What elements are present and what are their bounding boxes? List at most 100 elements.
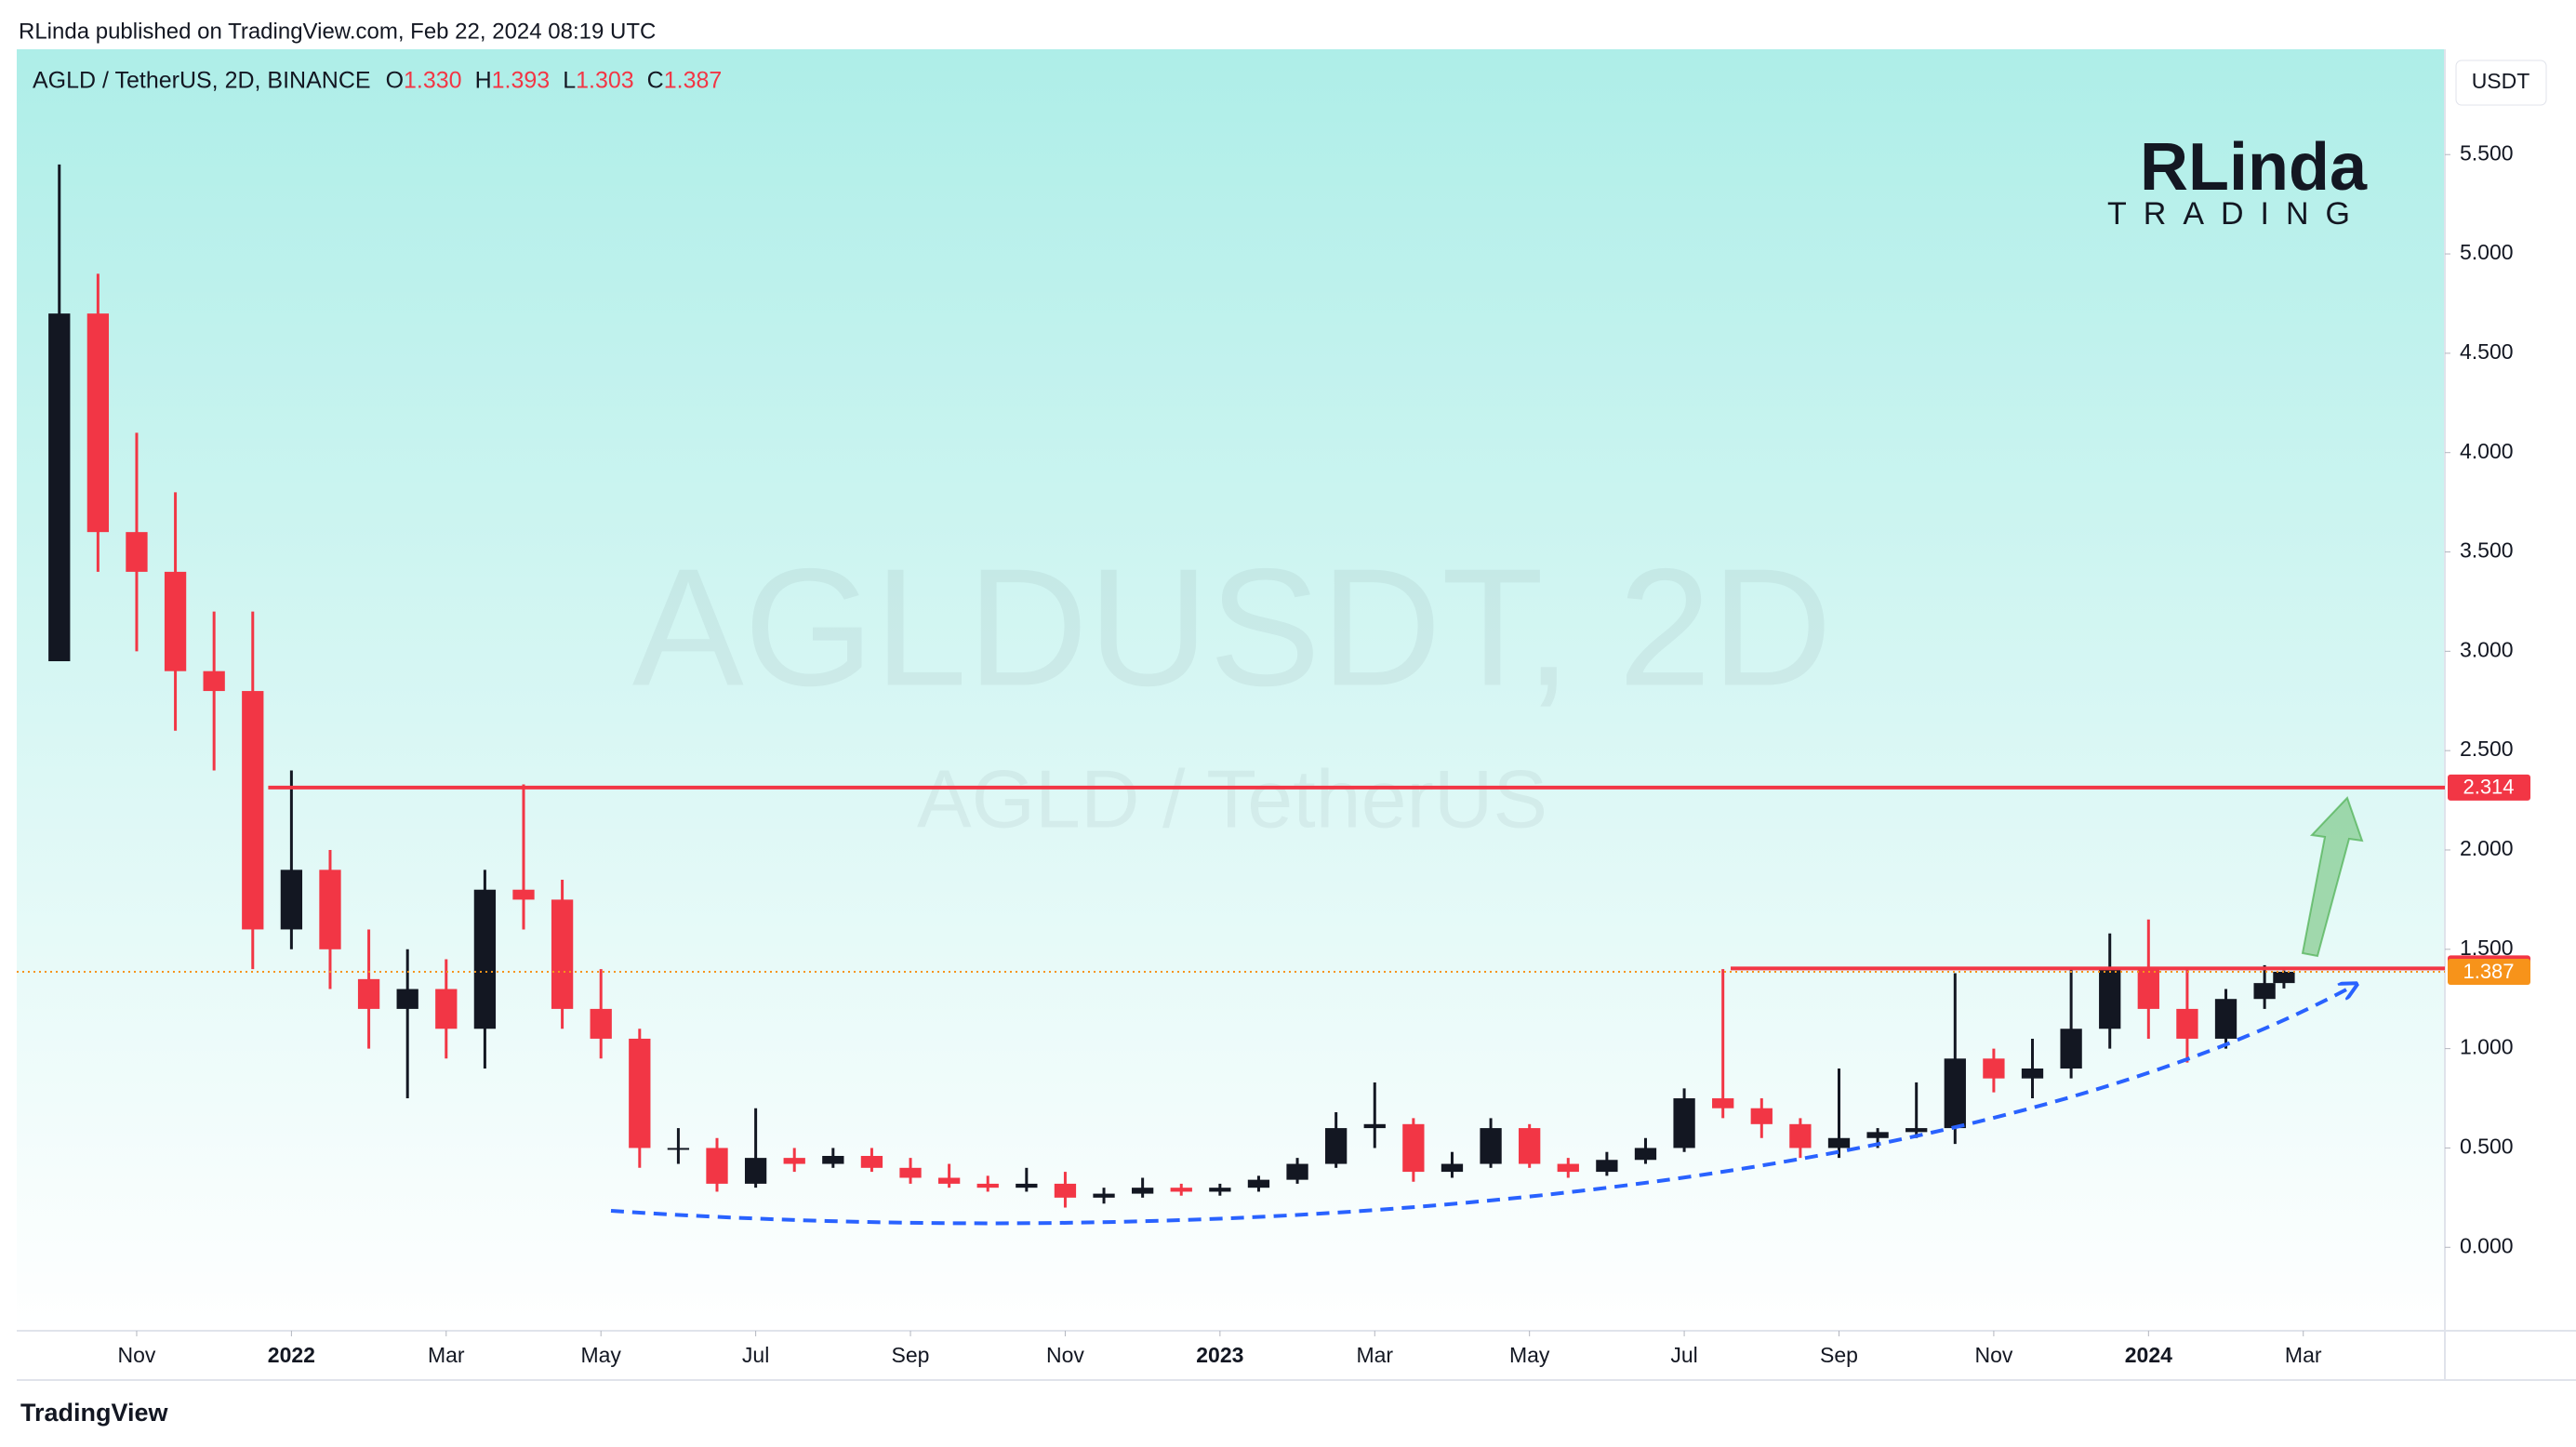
ohlc-letter: O <box>386 68 404 94</box>
x-tick-label: 2024 <box>2125 1343 2172 1367</box>
x-tick-label: May <box>1509 1343 1550 1367</box>
candle-body <box>357 978 380 1009</box>
candle-body <box>1596 1160 1618 1173</box>
ohlc-value: 1.303 <box>576 68 634 94</box>
candle-body <box>1519 1128 1541 1164</box>
candle-body <box>1557 1163 1579 1173</box>
candle-body <box>2099 969 2121 1029</box>
logo-top: RLinda <box>2140 130 2368 205</box>
candle-body <box>2176 1008 2198 1039</box>
symbol-header: AGLD / TetherUS, 2D, BINANCE <box>33 68 371 94</box>
y-tick-label: 4.500 <box>2460 339 2514 364</box>
x-tick-label: Jul <box>742 1343 769 1367</box>
candle-body <box>1905 1128 1928 1133</box>
up-arrow <box>2301 796 2364 958</box>
candle-body <box>396 989 418 1009</box>
x-tick-label: Nov <box>118 1343 156 1367</box>
candle-body <box>1673 1098 1695 1148</box>
candle-body <box>744 1158 767 1184</box>
candle-body <box>164 571 187 671</box>
candle-body <box>590 1008 612 1039</box>
candle-body <box>2273 971 2295 984</box>
candle-body <box>1983 1058 2005 1079</box>
currency-label[interactable]: USDT <box>2472 69 2530 93</box>
y-tick-label: 0.000 <box>2460 1233 2514 1257</box>
level-label: 2.314 <box>2463 776 2514 799</box>
watermark: AGLDUSDT, 2D <box>632 535 1832 722</box>
candle-body <box>1209 1188 1231 1192</box>
candle-body <box>1363 1123 1386 1129</box>
y-tick-label: 5.000 <box>2460 240 2514 264</box>
candle-body <box>203 670 225 692</box>
candle-body <box>1016 1183 1038 1188</box>
trend-curve <box>610 988 2350 1226</box>
candle-body <box>126 532 148 572</box>
y-tick-label: 3.500 <box>2460 538 2514 563</box>
x-tick-label: May <box>580 1343 621 1367</box>
y-tick-label: 0.500 <box>2460 1135 2514 1159</box>
candle-body <box>1054 1183 1077 1198</box>
ohlc-letter: C <box>647 68 664 94</box>
y-tick-label: 1.000 <box>2460 1035 2514 1059</box>
candle-body <box>1712 1098 1734 1108</box>
candle-body <box>1944 1058 1966 1129</box>
candle-body <box>937 1177 961 1184</box>
candle-body <box>822 1155 844 1164</box>
plot-background <box>17 49 2445 1331</box>
candle-body <box>1247 1179 1270 1188</box>
price-label: 1.387 <box>2463 960 2514 983</box>
candle-body <box>2060 1029 2082 1069</box>
candle-body <box>551 899 574 1009</box>
currency-button[interactable] <box>2455 60 2547 106</box>
y-tick-label: 3.000 <box>2460 637 2514 661</box>
published-line: RLinda published on TradingView.com, Feb… <box>19 19 656 44</box>
candle-body <box>2137 969 2159 1009</box>
candle-body <box>2214 999 2237 1039</box>
candle-body <box>1325 1128 1348 1164</box>
candle-body <box>1827 1137 1851 1148</box>
x-tick-label: Mar <box>2285 1343 2322 1367</box>
x-tick-label: Nov <box>1974 1343 2012 1367</box>
x-tick-label: Mar <box>428 1343 465 1367</box>
candle-body <box>280 870 303 930</box>
x-tick-label: Jul <box>1670 1343 1697 1367</box>
ohlc-value: 1.393 <box>492 68 551 94</box>
candle-body <box>86 313 110 533</box>
candle-body <box>706 1148 728 1184</box>
candle-body <box>860 1155 883 1168</box>
candle-body <box>473 889 497 1029</box>
candle-body <box>629 1038 651 1148</box>
ohlc-letter: L <box>563 68 576 94</box>
y-tick-label: 5.500 <box>2460 140 2514 165</box>
candle-body <box>1789 1123 1812 1148</box>
candle-body <box>667 1148 690 1150</box>
candle-body <box>1480 1128 1502 1164</box>
watermark-sub: AGLD / TetherUS <box>917 752 1547 844</box>
candle-body <box>1402 1123 1425 1173</box>
candle-body <box>1286 1163 1308 1180</box>
candle-body <box>48 313 71 662</box>
footer-brand: TradingView <box>20 1399 169 1427</box>
x-tick-label: Mar <box>1356 1343 1393 1367</box>
x-tick-label: Nov <box>1046 1343 1084 1367</box>
x-tick-label: 2022 <box>268 1343 315 1367</box>
logo-bottom: TRADING <box>2107 196 2367 232</box>
candle-body <box>512 889 535 900</box>
y-tick-label: 2.500 <box>2460 737 2514 761</box>
candle-body <box>1170 1188 1192 1192</box>
x-tick-label: Sep <box>1820 1343 1858 1367</box>
y-tick-label: 4.000 <box>2460 439 2514 463</box>
y-tick-label: 2.000 <box>2460 836 2514 860</box>
candle-body <box>2253 983 2276 1000</box>
candle-body <box>1866 1132 1889 1138</box>
x-tick-label: 2023 <box>1196 1343 1243 1367</box>
price-badge <box>2448 958 2530 985</box>
ohlc-value: 1.387 <box>664 68 723 94</box>
candle-body <box>1750 1108 1773 1124</box>
candle-body <box>242 691 264 930</box>
candle-body <box>976 1183 999 1188</box>
ohlc-value: 1.330 <box>404 68 462 94</box>
candle-body <box>1441 1163 1464 1173</box>
candle-body <box>435 989 458 1029</box>
